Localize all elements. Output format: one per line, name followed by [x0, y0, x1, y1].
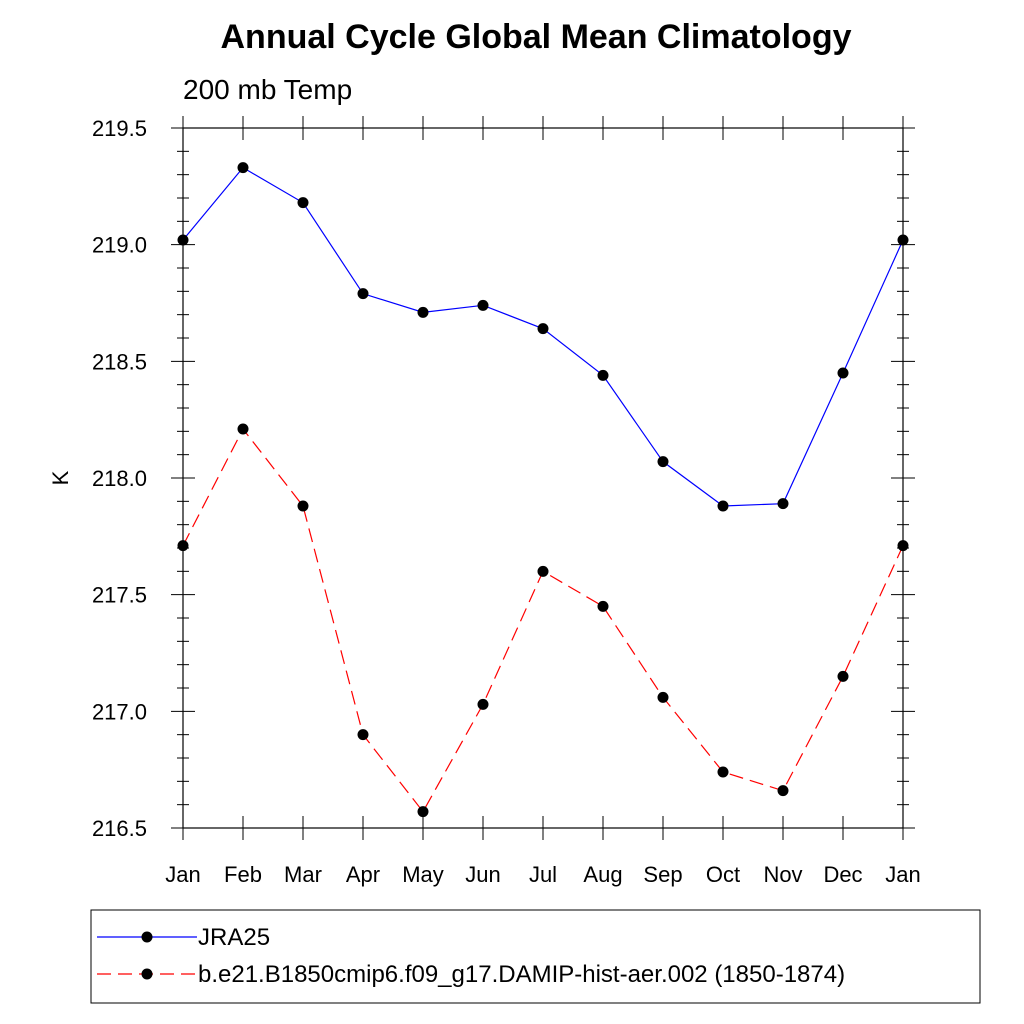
- series-1-point: [417, 806, 429, 818]
- x-tick-label: Mar: [284, 862, 322, 887]
- series-0-point: [537, 323, 549, 335]
- series-0-point: [297, 197, 309, 209]
- series-1-point: [477, 698, 489, 710]
- series-1-point: [657, 691, 669, 703]
- series-0-point: [657, 456, 669, 468]
- series-0-point: [597, 369, 609, 381]
- x-tick-label: May: [402, 862, 444, 887]
- legend-marker-0: [141, 931, 153, 943]
- series-1-point: [837, 670, 849, 682]
- x-tick-label: Jul: [529, 862, 557, 887]
- series-0-point: [717, 500, 729, 512]
- axis-ticks: [171, 116, 915, 840]
- legend-box: [90, 909, 981, 1004]
- series-1-point: [177, 540, 189, 552]
- x-tick-label: Jan: [165, 862, 200, 887]
- y-tick-label: 216.5: [92, 816, 147, 841]
- series-0-point: [897, 234, 909, 246]
- series-1-point: [777, 785, 789, 797]
- series-group: [177, 162, 909, 818]
- x-tick-label: Sep: [643, 862, 682, 887]
- series-1-point: [297, 500, 309, 512]
- series-1-point: [897, 540, 909, 552]
- x-tick-label: Nov: [763, 862, 802, 887]
- x-tick-label: Apr: [346, 862, 380, 887]
- y-tick-label: 219.5: [92, 116, 147, 141]
- y-tick-label: 217.0: [92, 699, 147, 724]
- series-1-point: [717, 766, 729, 778]
- y-tick-label: 218.5: [92, 349, 147, 374]
- chart-subtitle: 200 mb Temp: [183, 74, 352, 105]
- series-line-1: [182, 427, 904, 813]
- series-0-point: [837, 367, 849, 379]
- series-0-point: [237, 162, 249, 174]
- legend: JRA25 b.e21.B1850cmip6.f09_g17.DAMIP-hist…: [97, 924, 845, 988]
- y-axis-label: K: [48, 470, 73, 485]
- y-tick-label: 219.0: [92, 233, 147, 258]
- y-tick-label: 218.0: [92, 466, 147, 491]
- series-0-point: [177, 234, 189, 246]
- x-tick-labels: Jan Feb Mar Apr May Jun Jul Aug Sep Oct Nov Dec Jan: [165, 862, 920, 887]
- x-tick-label: Jan: [885, 862, 920, 887]
- series-0-point: [357, 288, 369, 300]
- legend-marker-1: [141, 968, 153, 980]
- x-tick-label: Dec: [823, 862, 862, 887]
- y-tick-label: 217.5: [92, 583, 147, 608]
- series-0-point: [477, 299, 489, 311]
- series-line-0: [182, 166, 904, 507]
- x-tick-label: Oct: [706, 862, 740, 887]
- series-0-point: [417, 306, 429, 318]
- series-0-point: [777, 498, 789, 510]
- chart-title: Annual Cycle Global Mean Climatology: [221, 18, 852, 56]
- legend-label-1: b.e21.B1850cmip6.f09_g17.DAMIP-hist-aer.…: [198, 961, 845, 988]
- series-1-point: [597, 600, 609, 612]
- series-1-point: [237, 423, 249, 435]
- x-tick-label: Jun: [465, 862, 500, 887]
- x-tick-label: Aug: [583, 862, 622, 887]
- x-tick-label: Feb: [224, 862, 262, 887]
- series-1-point: [357, 729, 369, 741]
- legend-label-0: JRA25: [198, 924, 270, 951]
- y-tick-labels: 216.5 217.0 217.5 218.0 218.5 219.0 219.5: [92, 116, 147, 841]
- series-1-point: [537, 565, 549, 577]
